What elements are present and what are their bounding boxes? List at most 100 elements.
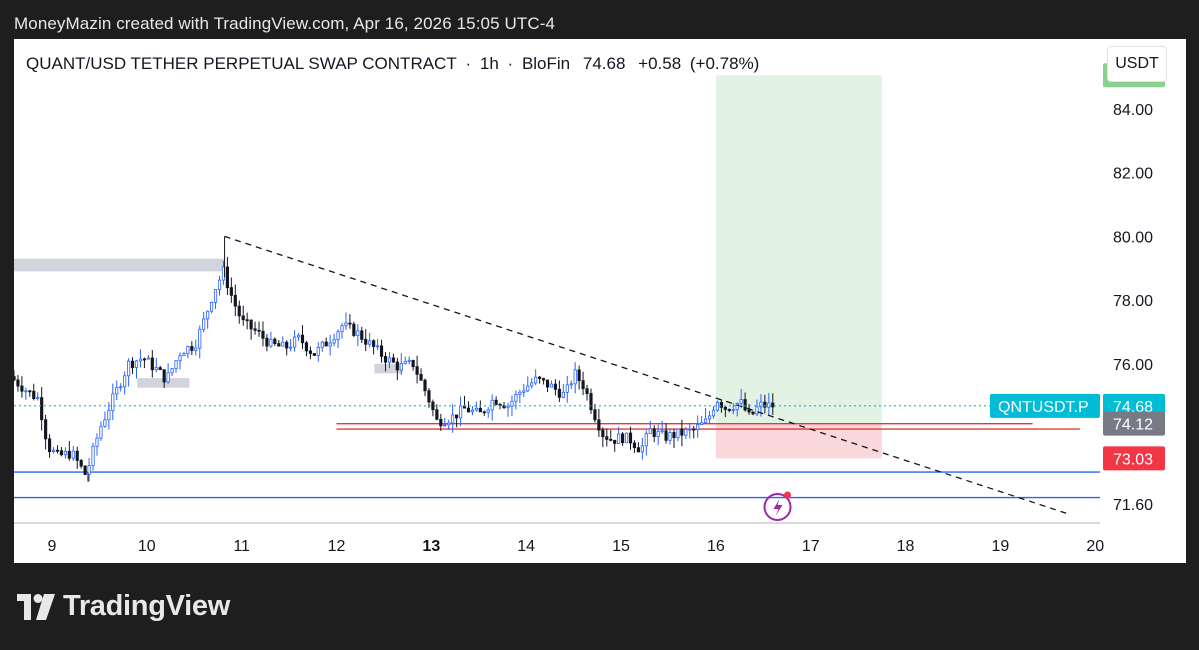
candle-body bbox=[190, 346, 194, 351]
chart-panel[interactable]: 71.60 76.00 78.00 80.00 82.00 84.00 9 10 11 12 13 1… bbox=[14, 39, 1186, 563]
candle-body bbox=[676, 428, 680, 439]
candle-body bbox=[541, 378, 546, 381]
candle-body bbox=[352, 323, 356, 336]
symbol-name: QUANT/USD TETHER PERPETUAL SWAP CONTRACT bbox=[26, 54, 457, 73]
candle-body bbox=[735, 402, 739, 411]
candle-body bbox=[28, 390, 32, 393]
candle-body bbox=[458, 405, 463, 419]
candle-body bbox=[482, 411, 486, 414]
candle-body bbox=[407, 359, 411, 362]
candle-body bbox=[83, 465, 87, 475]
candle-body bbox=[253, 328, 257, 331]
x-tick-label: 18 bbox=[897, 538, 915, 555]
candle-body bbox=[763, 401, 767, 408]
candle-body bbox=[751, 411, 755, 415]
candle-body bbox=[628, 432, 633, 444]
symbol-legend: QUANT/USD TETHER PERPETUAL SWAP CONTRACT… bbox=[26, 54, 763, 74]
candle-body bbox=[75, 450, 79, 461]
tradingview-logo: TradingView bbox=[17, 590, 230, 623]
candle-body bbox=[356, 330, 360, 336]
candle-body bbox=[229, 287, 233, 296]
candle-body bbox=[688, 428, 692, 431]
candle-body bbox=[63, 450, 67, 456]
candle-body bbox=[55, 449, 60, 452]
candle-body bbox=[178, 355, 182, 362]
candle-body bbox=[553, 383, 558, 390]
price-change: +0.58 bbox=[638, 54, 682, 73]
candle-body bbox=[158, 367, 162, 371]
candle-body bbox=[696, 424, 700, 430]
candle-body bbox=[711, 409, 716, 417]
candle-body bbox=[739, 399, 743, 404]
candle-body bbox=[16, 379, 20, 387]
candle-body bbox=[198, 328, 202, 349]
x-tick-label: 13 bbox=[422, 538, 440, 555]
target-zone bbox=[715, 75, 882, 424]
candle-body bbox=[289, 346, 293, 349]
price-chart[interactable]: 71.60 76.00 78.00 80.00 82.00 84.00 9 10 11 12 13 1… bbox=[14, 39, 1186, 563]
candle-body bbox=[269, 338, 273, 347]
candle-body bbox=[213, 289, 218, 303]
candle-body bbox=[621, 433, 625, 444]
candle-body bbox=[486, 409, 490, 413]
candle-body bbox=[648, 428, 652, 435]
candle-body bbox=[719, 402, 723, 408]
candle-body bbox=[474, 407, 478, 411]
candle-body bbox=[704, 418, 708, 424]
candle-body bbox=[660, 430, 664, 433]
x-tick-label: 20 bbox=[1086, 538, 1104, 555]
candle-body bbox=[285, 341, 289, 349]
candle-body bbox=[293, 336, 297, 348]
y-tick-label: 82.00 bbox=[1113, 166, 1153, 183]
candle-body bbox=[336, 331, 340, 341]
candle-body bbox=[206, 310, 210, 320]
supply-zone-1 bbox=[137, 378, 190, 388]
y-tick-label: 71.60 bbox=[1113, 497, 1153, 514]
candle-body bbox=[296, 334, 301, 338]
candle-body bbox=[249, 319, 253, 330]
currency-unit-button[interactable]: USDT bbox=[1107, 46, 1167, 82]
candle-body bbox=[312, 353, 316, 356]
candle-body bbox=[130, 360, 135, 368]
candle-body bbox=[233, 294, 237, 307]
symbol-tag bbox=[990, 393, 1100, 418]
candle-body bbox=[522, 390, 526, 393]
candle-body bbox=[87, 465, 91, 475]
x-tick-label: 10 bbox=[138, 538, 156, 555]
candle-body bbox=[372, 340, 376, 347]
x-tick-label: 16 bbox=[707, 538, 725, 555]
x-tick-label: 15 bbox=[612, 538, 630, 555]
candle-body bbox=[32, 390, 36, 399]
candle-body bbox=[585, 388, 589, 394]
candle-body bbox=[684, 428, 688, 436]
candle-body bbox=[538, 376, 542, 379]
interval-label: 1h bbox=[479, 54, 499, 73]
candle-body bbox=[273, 338, 277, 344]
candle-body bbox=[51, 449, 56, 453]
candle-body bbox=[549, 383, 554, 388]
candle-body bbox=[411, 359, 415, 368]
candle-body bbox=[91, 445, 95, 467]
candle-body bbox=[332, 339, 336, 344]
candle-body bbox=[632, 442, 637, 449]
candle-body bbox=[557, 388, 561, 398]
candle-body bbox=[427, 390, 431, 403]
candle-body bbox=[534, 376, 538, 384]
candle-body bbox=[344, 322, 348, 327]
candle-body bbox=[138, 358, 143, 362]
candle-body bbox=[328, 342, 332, 347]
candle-body bbox=[324, 341, 328, 347]
candle-body bbox=[707, 415, 712, 420]
price-change-percent: (+0.78%) bbox=[689, 54, 760, 73]
candle-body bbox=[403, 361, 407, 365]
candle-body bbox=[577, 369, 581, 382]
candle-body bbox=[237, 305, 241, 317]
candle-body bbox=[154, 367, 158, 371]
candle-body bbox=[664, 430, 668, 441]
candle-body bbox=[170, 368, 174, 374]
y-tick-label: 80.00 bbox=[1113, 229, 1153, 246]
candle-body bbox=[245, 319, 249, 322]
exchange-label: BloFin bbox=[521, 54, 571, 73]
candle-body bbox=[142, 358, 147, 361]
candle-body bbox=[146, 357, 150, 360]
